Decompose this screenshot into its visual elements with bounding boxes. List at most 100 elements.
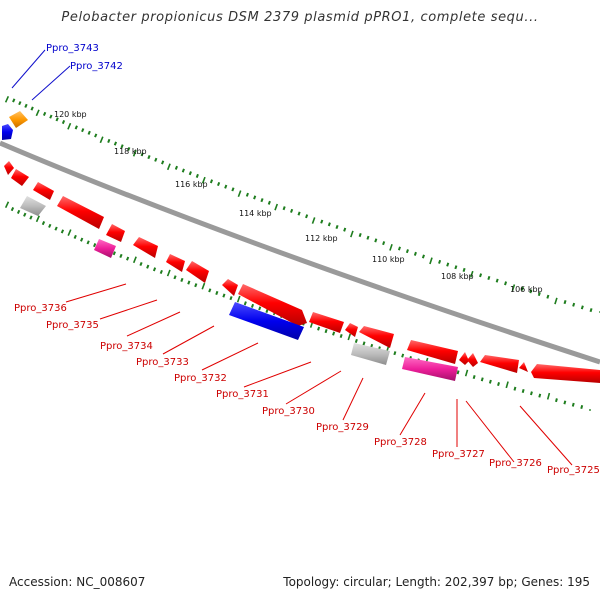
gene-label-ppro-3742[interactable]: Ppro_3742: [70, 61, 123, 72]
gene-label-ppro-3734[interactable]: Ppro_3734: [100, 341, 153, 352]
kbp-minor-tick: [152, 267, 157, 272]
kbp-major-tick: [201, 282, 206, 290]
gene-arrow[interactable]: [33, 182, 54, 200]
gene-arrow[interactable]: [345, 323, 358, 337]
kbp-minor-tick: [18, 101, 22, 106]
kbp-label: 116 kbp: [175, 180, 208, 189]
kbp-minor-tick: [343, 227, 347, 232]
kbp-minor-tick: [140, 152, 144, 157]
kbp-minor-tick: [139, 261, 143, 267]
kbp-major-tick: [201, 176, 206, 184]
gene-label-ppro-3729[interactable]: Ppro_3729: [316, 422, 369, 433]
gene-label-ppro-3732[interactable]: Ppro_3732: [174, 373, 227, 384]
kbp-minor-tick: [327, 222, 331, 227]
kbp-minor-tick: [208, 288, 212, 293]
kbp-minor-tick: [112, 251, 116, 256]
kbp-minor-tick: [86, 240, 90, 245]
gene-arrow[interactable]: [467, 353, 478, 367]
gene-arrow[interactable]: [359, 326, 394, 348]
kbp-major-tick: [350, 230, 354, 238]
kbp-minor-tick: [243, 301, 247, 306]
kbp-minor-tick: [317, 326, 321, 331]
gene-ppro-3743[interactable]: [2, 124, 13, 140]
kbp-minor-tick: [10, 207, 15, 212]
gene-label-ppro-3725[interactable]: Ppro_3725: [547, 465, 600, 476]
gene-arrow[interactable]: [166, 254, 185, 272]
kbp-minor-tick: [397, 246, 401, 251]
kbp-label: 120 kbp: [54, 110, 87, 119]
kbp-major-tick: [347, 333, 352, 341]
kbp-major-tick: [505, 381, 509, 389]
kbp-minor-tick: [54, 226, 58, 231]
kbp-minor-tick: [358, 233, 362, 238]
plasmid-backbone: [0, 140, 600, 365]
gene-arrow[interactable]: [407, 340, 458, 364]
gene-arrow[interactable]: [229, 302, 304, 340]
gene-label-ppro-3726[interactable]: Ppro_3726: [489, 458, 542, 469]
kbp-minor-tick: [195, 173, 199, 178]
gene-arrow[interactable]: [402, 357, 458, 381]
kbp-minor-tick: [194, 283, 198, 288]
gene-label-ppro-3731[interactable]: Ppro_3731: [216, 389, 269, 400]
gene-label-ppro-3736[interactable]: Ppro_3736: [14, 303, 67, 314]
kbp-minor-tick: [217, 181, 221, 187]
kbp-minor-tick: [305, 214, 309, 219]
kbp-label: 114 kbp: [239, 209, 272, 218]
gene-arrow[interactable]: [11, 169, 29, 186]
gene-arrow[interactable]: [57, 196, 104, 229]
kbp-minor-tick: [180, 277, 184, 282]
kbp-label: 112 kbp: [305, 234, 338, 243]
kbp-major-tick: [546, 392, 551, 400]
kbp-major-tick: [67, 122, 72, 130]
gene-arrow[interactable]: [531, 364, 600, 383]
kbp-minor-tick: [209, 179, 214, 184]
kbp-major-tick: [4, 95, 10, 103]
gene-arrow[interactable]: [4, 161, 14, 175]
kbp-minor-tick: [107, 138, 111, 143]
gene-arrow[interactable]: [480, 355, 519, 373]
gene-label-ppro-3735[interactable]: Ppro_3735: [46, 320, 99, 331]
kbp-minor-tick: [146, 264, 150, 269]
kbp-minor-tick: [173, 275, 177, 280]
kbp-major-tick: [469, 270, 474, 278]
gene-label-ppro-3728[interactable]: Ppro_3728: [374, 437, 427, 448]
gene-arrow[interactable]: [309, 312, 344, 333]
gene-label-ppro-3730[interactable]: Ppro_3730: [262, 406, 315, 417]
gene-arrow[interactable]: [351, 343, 390, 365]
gene-arrow[interactable]: [94, 239, 116, 258]
kbp-major-tick: [311, 217, 316, 224]
kbp-minor-tick: [253, 195, 257, 200]
map-title: Pelobacter propionicus DSM 2379 plasmid …: [61, 10, 539, 25]
kbp-minor-tick: [297, 211, 301, 216]
kbp-minor-tick: [438, 259, 442, 264]
kbp-major-tick: [389, 244, 393, 251]
kbp-minor-tick: [24, 103, 28, 108]
kbp-minor-tick: [41, 221, 46, 226]
kbp-major-tick: [166, 269, 171, 277]
kbp-label: 118 kbp: [114, 147, 147, 156]
gene-arrow[interactable]: [222, 279, 238, 296]
gene-label-ppro-3727[interactable]: Ppro_3727: [432, 449, 485, 460]
gene-arrow[interactable]: [186, 261, 209, 283]
kbp-minor-tick: [366, 235, 370, 240]
kbp-minor-tick: [161, 160, 165, 165]
kbp-minor-tick: [49, 114, 53, 119]
kbp-minor-tick: [12, 98, 16, 103]
gene-arrow[interactable]: [20, 196, 46, 216]
gene-arrow[interactable]: [519, 362, 528, 372]
gene-arrow[interactable]: [459, 352, 469, 365]
gene-label-ppro-3733[interactable]: Ppro_3733: [136, 357, 189, 368]
kbp-minor-tick: [30, 106, 34, 111]
kbp-label: 106 kbp: [510, 285, 543, 294]
kbp-minor-tick: [267, 200, 271, 205]
gene-arrow[interactable]: [238, 284, 307, 326]
gene-label-ppro-3743[interactable]: Ppro_3743: [46, 43, 99, 54]
kbp-minor-tick: [421, 254, 425, 259]
gene-track: [4, 161, 600, 383]
gene-ppro-3742[interactable]: [9, 111, 28, 128]
kbp-minor-tick: [81, 128, 85, 133]
kbp-minor-tick: [250, 303, 255, 308]
gene-arrow[interactable]: [133, 237, 158, 258]
gene-arrow[interactable]: [106, 224, 125, 242]
